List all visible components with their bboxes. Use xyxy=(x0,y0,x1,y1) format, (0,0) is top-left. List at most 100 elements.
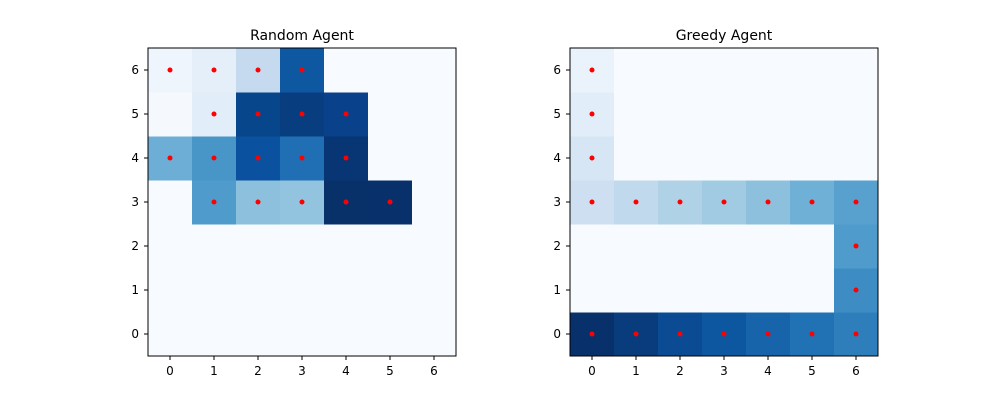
random-agent-cell xyxy=(236,224,281,269)
greedy-agent-cell xyxy=(746,136,791,181)
greedy-agent-cell xyxy=(702,224,747,269)
random-agent-point xyxy=(211,67,217,73)
random-agent-cell xyxy=(368,136,413,181)
greedy-agent-point xyxy=(809,331,815,337)
greedy-agent-x-tick-label: 4 xyxy=(764,364,772,378)
greedy-agent-point xyxy=(633,199,639,205)
random-agent-point xyxy=(255,111,261,117)
random-agent-cell xyxy=(412,312,457,357)
greedy-agent-cell xyxy=(570,224,615,269)
greedy-agent-cell xyxy=(658,136,703,181)
greedy-agent-cell xyxy=(790,224,835,269)
greedy-agent-x-tick-label: 2 xyxy=(676,364,684,378)
greedy-agent-cell xyxy=(790,136,835,181)
greedy-agent-cell xyxy=(614,224,659,269)
random-agent-point xyxy=(299,111,305,117)
random-agent-points xyxy=(167,67,393,205)
greedy-agent-point xyxy=(721,199,727,205)
greedy-agent-cell xyxy=(746,48,791,93)
greedy-agent-cell xyxy=(614,92,659,137)
random-agent-cell xyxy=(324,48,369,93)
greedy-agent-cell xyxy=(834,136,879,181)
greedy-agent-point xyxy=(589,111,595,117)
greedy-agent-point xyxy=(589,155,595,161)
random-agent-point xyxy=(255,199,261,205)
random-agent-point xyxy=(255,67,261,73)
random-agent-cell xyxy=(368,224,413,269)
random-agent-point xyxy=(387,199,393,205)
random-agent-x-tick-label: 4 xyxy=(342,364,350,378)
greedy-agent-cell xyxy=(790,92,835,137)
random-agent-cell xyxy=(368,48,413,93)
greedy-agent-point xyxy=(677,199,683,205)
greedy-agent-cell xyxy=(614,136,659,181)
greedy-agent-point xyxy=(589,67,595,73)
random-agent-point xyxy=(167,155,173,161)
greedy-agent-cell xyxy=(614,268,659,313)
random-agent-x-tick-label: 6 xyxy=(430,364,438,378)
random-agent-cell xyxy=(148,92,193,137)
greedy-agent-cell xyxy=(658,48,703,93)
greedy-agent-point xyxy=(633,331,639,337)
random-agent-cell xyxy=(412,268,457,313)
greedy-agent-y-tick-label: 6 xyxy=(553,63,561,77)
greedy-agent-panel: 0 1 2 3 4 5 6 0 1 2 3 4 5 6 Greedy Agent xyxy=(553,28,879,378)
greedy-agent-y-tick-label: 3 xyxy=(553,195,561,209)
random-agent-point xyxy=(211,199,217,205)
greedy-agent-point xyxy=(677,331,683,337)
random-agent-point xyxy=(211,111,217,117)
random-agent-cell xyxy=(412,136,457,181)
greedy-agent-point xyxy=(853,287,859,293)
random-agent-cell xyxy=(324,268,369,313)
random-agent-cell xyxy=(192,268,237,313)
greedy-agent-cell xyxy=(834,48,879,93)
greedy-agent-heatmap xyxy=(570,48,879,357)
greedy-agent-point xyxy=(589,331,595,337)
random-agent-cell xyxy=(280,312,325,357)
greedy-agent-x-tick-label: 6 xyxy=(852,364,860,378)
random-agent-cell xyxy=(324,312,369,357)
random-agent-y-tick-label: 6 xyxy=(131,63,139,77)
greedy-agent-point xyxy=(853,331,859,337)
greedy-agent-x-tick-label: 5 xyxy=(808,364,816,378)
random-agent-point xyxy=(299,199,305,205)
random-agent-cell xyxy=(368,92,413,137)
random-agent-cell xyxy=(368,268,413,313)
random-agent-cell xyxy=(368,312,413,357)
random-agent-y-tick-label: 1 xyxy=(131,283,139,297)
random-agent-y-tick-label: 4 xyxy=(131,151,139,165)
random-agent-y-tick-label: 5 xyxy=(131,107,139,121)
random-agent-y-tick-label: 2 xyxy=(131,239,139,253)
greedy-agent-title: Greedy Agent xyxy=(676,28,773,44)
random-agent-ticks: 0 1 2 3 4 5 6 0 1 2 3 4 5 6 xyxy=(131,63,437,378)
greedy-agent-point xyxy=(853,199,859,205)
random-agent-point xyxy=(299,155,305,161)
greedy-agent-cell xyxy=(702,136,747,181)
random-agent-title: Random Agent xyxy=(250,28,354,44)
greedy-agent-ticks: 0 1 2 3 4 5 6 0 1 2 3 4 5 6 xyxy=(553,63,859,378)
greedy-agent-cell xyxy=(790,268,835,313)
random-agent-panel: 0 1 2 3 4 5 6 0 1 2 3 4 5 6 Random Agent xyxy=(131,28,457,378)
random-agent-cell xyxy=(412,48,457,93)
random-agent-y-tick-label: 3 xyxy=(131,195,139,209)
greedy-agent-cell xyxy=(658,268,703,313)
greedy-agent-cell xyxy=(746,224,791,269)
greedy-agent-y-tick-label: 4 xyxy=(553,151,561,165)
random-agent-point xyxy=(167,67,173,73)
random-agent-x-tick-label: 5 xyxy=(386,364,394,378)
random-agent-point xyxy=(343,155,349,161)
greedy-agent-point xyxy=(809,199,815,205)
random-agent-cell xyxy=(148,224,193,269)
greedy-agent-cell xyxy=(746,92,791,137)
greedy-agent-cell xyxy=(570,268,615,313)
greedy-agent-point xyxy=(765,199,771,205)
random-agent-x-tick-label: 2 xyxy=(254,364,262,378)
greedy-agent-point xyxy=(721,331,727,337)
random-agent-cell xyxy=(148,312,193,357)
greedy-agent-point xyxy=(589,199,595,205)
greedy-agent-cell xyxy=(614,48,659,93)
greedy-agent-point xyxy=(853,243,859,249)
greedy-agent-point xyxy=(765,331,771,337)
random-agent-x-tick-label: 1 xyxy=(210,364,218,378)
random-agent-cell xyxy=(280,268,325,313)
